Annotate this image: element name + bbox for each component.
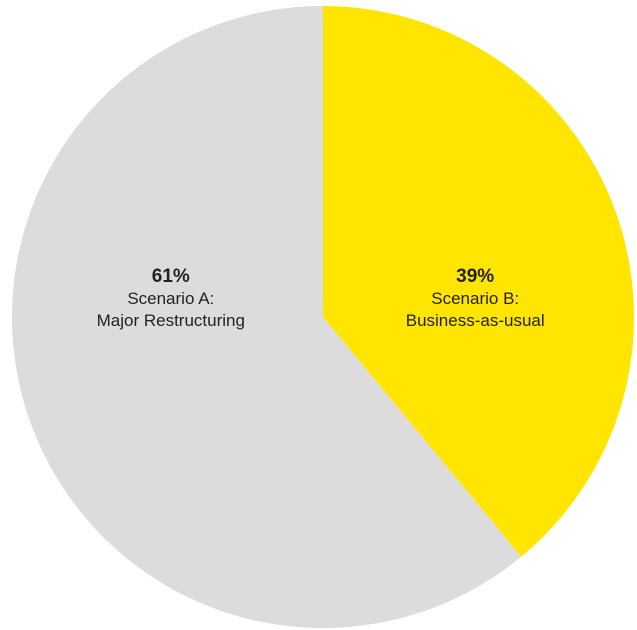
pie-slice-1 [12,6,522,628]
pie-slice-0 [323,5,635,557]
slice-percent-label-1: 61% [152,266,190,287]
pie-labels: 39% Scenario B: Business-as-usual 61% Scenar… [97,266,545,330]
pie-slices [12,5,635,628]
slice-category-label-1-line-1: Major Restructuring [97,311,245,330]
slice-category-label-0-line-1: Business-as-usual [406,311,545,330]
slice-percent-label-0: 39% [456,266,494,287]
slice-category-label-0-line-0: Scenario B: [431,289,519,308]
slice-category-label-1-line-0: Scenario A: [127,289,214,308]
